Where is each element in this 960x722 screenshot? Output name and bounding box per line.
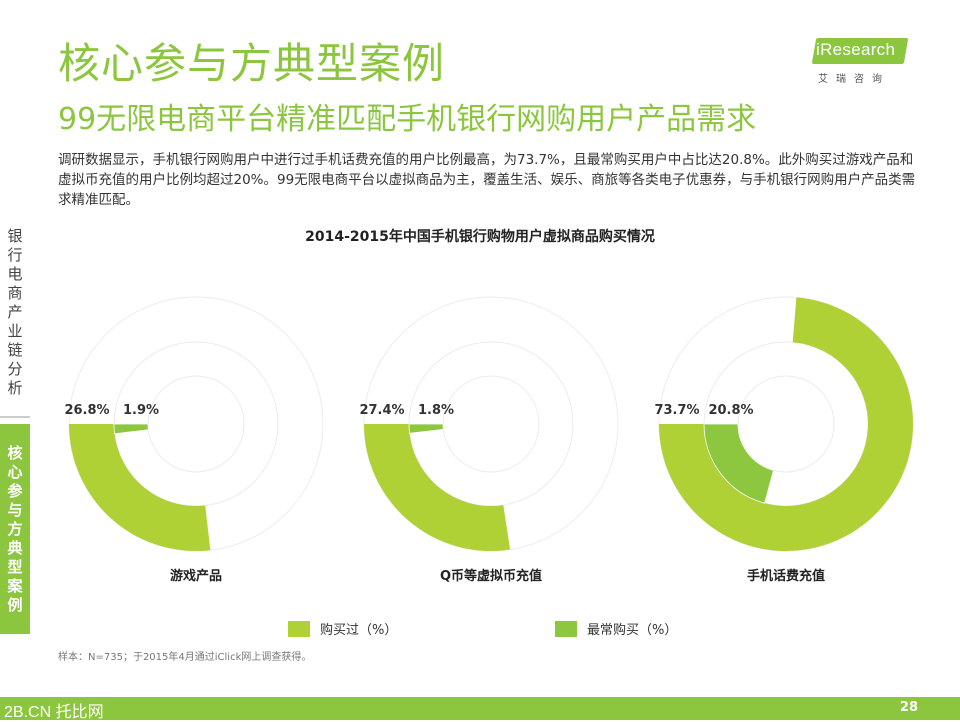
donut-slice-purchased: [69, 424, 211, 551]
sidebar-lower-label: 核心参与方典型案例: [7, 443, 23, 614]
sidebar-divider: [0, 416, 30, 418]
legend-purchased-label: 购买过（%）: [320, 623, 398, 638]
sidebar-upper-label: 银行电商产业链分析: [7, 226, 23, 397]
sidebar-section-upper: 银行电商产业链分析: [0, 208, 30, 416]
ring-outline-inner: [442, 375, 540, 473]
category-label: 手机话费充值: [747, 568, 825, 584]
ring-outline-inner: [737, 375, 835, 473]
legend-most-purchased-label: 最常购买（%）: [587, 623, 678, 638]
ring-outline-inner: [147, 375, 245, 473]
donut-slice-most-purchased: [113, 423, 149, 435]
donut-slice-purchased: [364, 424, 511, 551]
legend-purchased: 购买过（%）: [288, 619, 397, 638]
footer-bar: 2B.CN 托比网 28: [0, 697, 960, 721]
data-label-most-purchased: 20.8%: [708, 403, 753, 418]
data-label-purchased: 73.7%: [654, 403, 699, 418]
legend-purchased-swatch: [288, 620, 310, 637]
data-label-purchased: 26.8%: [64, 403, 109, 418]
iresearch-logo: iResearch 艾瑞咨询: [806, 38, 916, 86]
data-label-most-purchased: 1.8%: [418, 403, 454, 418]
legend-most-purchased: 最常购买（%）: [555, 619, 677, 638]
page-subtitle: 99无限电商平台精准匹配手机银行网购用户产品需求: [58, 102, 757, 137]
sample-note: 样本：N=735；于2015年4月通过iClick网上调查获得。: [58, 652, 312, 663]
footer-watermark: 2B.CN 托比网: [4, 704, 104, 721]
logo-text: iResearch: [816, 40, 896, 59]
category-label: 游戏产品: [170, 568, 222, 584]
page-title: 核心参与方典型案例: [58, 39, 446, 88]
sidebar-section-lower: 核心参与方典型案例: [0, 424, 30, 634]
page-number: 28: [899, 700, 918, 715]
data-label-most-purchased: 1.9%: [123, 403, 159, 418]
description-text: 调研数据显示，手机银行网购用户中进行过手机话费充值的用户比例最高，为73.7%，…: [58, 152, 916, 208]
donut-slice-most-purchased: [408, 423, 444, 434]
logo-subtext: 艾瑞咨询: [818, 74, 890, 85]
donut-slice-purchased: [659, 297, 913, 552]
category-label: Q币等虚拟币充值: [440, 568, 542, 584]
legend-most-purchased-swatch: [555, 620, 577, 637]
chart-title: 2014-2015年中国手机银行购物用户虚拟商品购买情况: [305, 229, 655, 245]
data-label-purchased: 27.4%: [359, 403, 404, 418]
donut-slice-most-purchased: [703, 423, 774, 504]
